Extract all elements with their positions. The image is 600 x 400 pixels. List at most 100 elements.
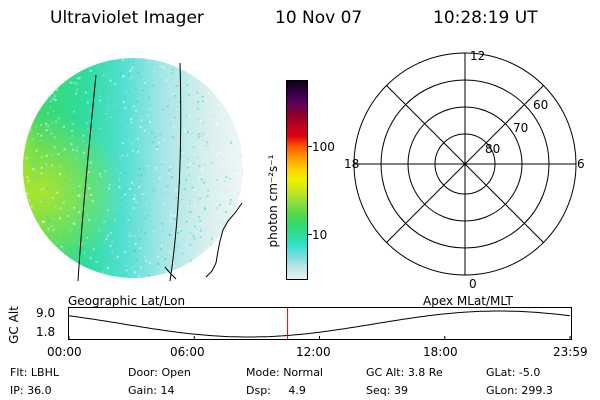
image-pixel <box>61 56 63 58</box>
image-pixel <box>143 129 146 132</box>
image-pixel <box>32 113 35 115</box>
image-pixel <box>233 259 236 261</box>
image-pixel <box>125 111 128 114</box>
image-pixel <box>138 238 141 240</box>
image-pixel <box>89 256 92 259</box>
image-pixel <box>177 150 180 153</box>
image-pixel <box>56 88 59 91</box>
image-pixel <box>87 118 90 121</box>
image-pixel <box>129 187 132 190</box>
image-pixel <box>205 145 208 148</box>
image-pixel <box>229 177 232 180</box>
image-pixel <box>104 170 107 173</box>
timeline-y-label: GC Alt <box>7 306 21 344</box>
image-pixel <box>24 277 27 278</box>
image-pixel <box>130 69 133 72</box>
image-pixel <box>26 103 28 105</box>
image-pixel <box>111 241 114 244</box>
image-pixel <box>119 72 122 75</box>
image-pixel <box>243 224 245 226</box>
image-pixel <box>244 204 246 206</box>
image-pixel <box>139 228 142 231</box>
image-pixel <box>162 242 164 245</box>
image-pixel <box>200 120 203 123</box>
image-pixel <box>173 116 176 119</box>
image-pixel <box>107 187 110 190</box>
image-pixel <box>107 58 110 59</box>
status-dsp: Dsp: 4.9 <box>246 384 306 397</box>
image-pixel <box>193 189 196 192</box>
image-pixel <box>167 233 170 236</box>
image-pixel <box>43 164 46 167</box>
image-pixel <box>168 72 171 75</box>
image-pixel <box>210 68 213 71</box>
image-pixel <box>46 239 48 242</box>
image-pixel <box>23 254 26 257</box>
image-pixel <box>126 268 129 271</box>
image-pixel <box>70 130 73 132</box>
image-pixel <box>206 141 209 144</box>
image-pixel <box>37 132 39 135</box>
image-pixel <box>114 257 117 260</box>
image-pixel <box>132 207 135 209</box>
image-pixel <box>141 88 144 91</box>
image-pixel <box>39 229 42 232</box>
image-pixel <box>32 166 35 169</box>
image-pixel <box>115 260 118 262</box>
coastline <box>205 202 243 278</box>
x-tick-0000: 00:00 <box>47 345 82 359</box>
image-pixel <box>25 274 28 277</box>
image-pixel <box>85 195 88 197</box>
image-pixel <box>60 251 63 254</box>
image-pixel <box>23 234 26 237</box>
image-pixel <box>131 107 134 109</box>
image-pixel <box>175 264 178 267</box>
image-pixel <box>90 273 93 275</box>
timeline-y-tick-bottom: 1.8 <box>36 325 56 339</box>
image-pixel <box>166 75 169 78</box>
image-pixel <box>75 82 78 85</box>
image-pixel <box>76 88 79 91</box>
image-pixel <box>203 181 205 184</box>
image-pixel <box>191 102 194 105</box>
timeline-x-ticks <box>68 336 571 339</box>
image-pixel <box>219 171 222 174</box>
image-pixel <box>40 156 43 159</box>
image-pixel <box>178 101 181 104</box>
image-pixel <box>245 62 247 64</box>
image-pixel <box>21 195 23 197</box>
image-pixel <box>237 111 240 114</box>
image-pixel <box>105 113 107 115</box>
image-pixel <box>21 268 23 270</box>
image-pixel <box>62 125 65 128</box>
image-pixel <box>164 100 167 103</box>
image-pixel <box>164 203 166 205</box>
status-mode: Mode: Normal <box>246 366 323 379</box>
image-pixel <box>31 267 34 270</box>
image-pixel <box>122 75 125 78</box>
image-pixel <box>234 123 237 126</box>
image-pixel <box>39 139 42 142</box>
image-pixel <box>140 174 143 177</box>
image-pixel <box>52 88 55 91</box>
image-pixel <box>25 135 28 138</box>
time-label: 10:28:19 UT <box>433 8 538 28</box>
image-pixel <box>43 69 46 72</box>
image-pixel <box>113 167 116 170</box>
image-pixel <box>223 78 226 81</box>
image-pixel <box>176 85 179 88</box>
image-pixel <box>177 59 180 62</box>
image-pixel <box>191 186 194 189</box>
image-pixel <box>171 72 174 75</box>
image-pixel <box>101 72 104 75</box>
image-pixel <box>171 118 174 121</box>
image-pixel <box>48 219 51 222</box>
image-pixel <box>66 276 69 278</box>
image-pixel <box>173 218 176 221</box>
image-pixel <box>164 192 167 194</box>
image-pixel <box>211 115 214 118</box>
image-pixel <box>91 68 94 71</box>
image-pixel <box>202 159 205 161</box>
image-pixel <box>239 248 242 251</box>
image-pixel <box>30 159 33 162</box>
